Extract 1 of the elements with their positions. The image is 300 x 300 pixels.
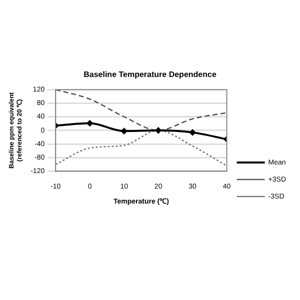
chart-title: Baseline Temperature Dependence [84, 70, 217, 80]
